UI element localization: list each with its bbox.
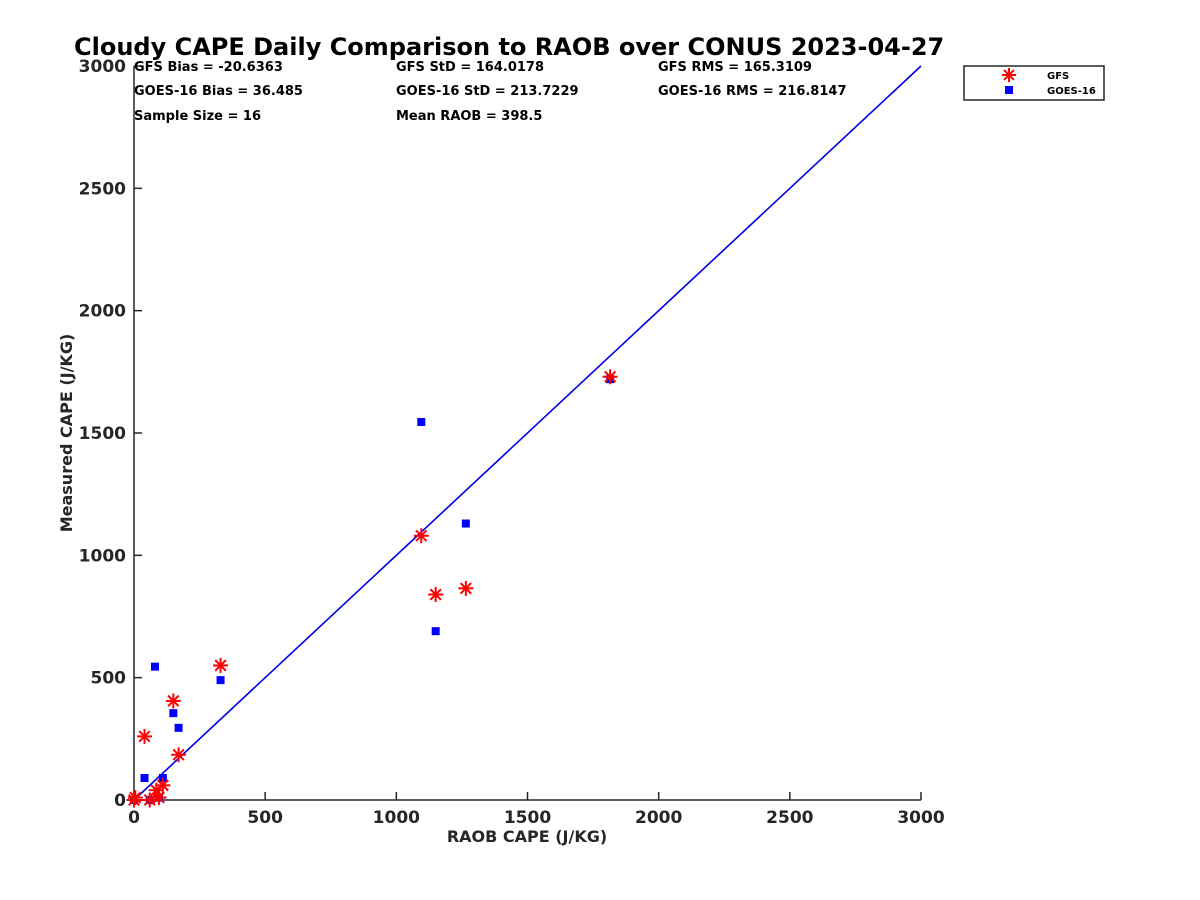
goes16-point — [140, 773, 149, 782]
legend-box — [963, 65, 1105, 101]
gfs-point — [151, 790, 167, 806]
one-to-one-line — [133, 65, 922, 801]
stat-goes-std: GOES-16 StD = 213.7229 — [396, 84, 579, 99]
y-tick-label: 2500 — [79, 179, 126, 199]
stat-gfs-rms: GFS RMS = 165.3109 — [658, 60, 812, 75]
y-tick-label: 0 — [114, 791, 126, 811]
legend: GFS GOES-16 — [963, 65, 1105, 101]
goes16-point — [461, 519, 470, 528]
y-tick-label: 3000 — [79, 57, 126, 77]
x-tick-label: 2500 — [766, 808, 813, 828]
legend-goes-marker — [1005, 86, 1013, 94]
goes16-point — [150, 662, 159, 671]
stat-sample-size: Sample Size = 16 — [134, 109, 261, 124]
gfs-point — [142, 792, 158, 808]
stats-panel: GFS Bias = -20.6363 GFS StD = 164.0178 G… — [134, 60, 847, 124]
legend-gfs-marker — [1002, 68, 1016, 82]
legend-gfs-asterisk — [1002, 68, 1016, 82]
stat-mean-raob: Mean RAOB = 398.5 — [396, 109, 542, 124]
gfs-point — [171, 747, 187, 763]
stat-goes-rms: GOES-16 RMS = 216.8147 — [658, 84, 847, 99]
gfs-point — [155, 777, 171, 793]
x-tick-label: 3000 — [897, 808, 944, 828]
y-tick-label: 2000 — [79, 302, 126, 322]
x-axis-label: RAOB CAPE (J/KG) — [447, 827, 607, 846]
x-tick-label: 1000 — [373, 808, 420, 828]
y-tick-label: 500 — [91, 669, 127, 689]
goes16-point — [174, 723, 183, 732]
y-axis-label: Measured CAPE (J/KG) — [57, 334, 76, 533]
stat-gfs-bias: GFS Bias = -20.6363 — [134, 60, 283, 75]
stat-goes-bias: GOES-16 Bias = 36.485 — [134, 84, 303, 99]
gfs-point — [458, 580, 474, 596]
x-tick-label: 0 — [128, 808, 140, 828]
goes16-point — [216, 676, 225, 685]
y-tick-label: 1000 — [79, 546, 126, 566]
chart-title: Cloudy CAPE Daily Comparison to RAOB ove… — [74, 33, 944, 61]
stat-gfs-std: GFS StD = 164.0178 — [396, 60, 544, 75]
goes16-point — [417, 417, 426, 426]
gfs-point — [136, 728, 152, 744]
gfs-point — [413, 528, 429, 544]
axis-ticks: 0 500 1000 1500 2000 2500 3000 0 500 1000 1500 2000… — [79, 57, 945, 828]
goes16-point — [431, 627, 440, 636]
legend-goes-label: GOES-16 — [1047, 86, 1096, 97]
gfs-point — [165, 693, 181, 709]
goes16-point — [169, 709, 178, 718]
reference-line-group — [133, 65, 922, 801]
y-tick-label: 1500 — [79, 424, 126, 444]
x-tick-label: 2000 — [635, 808, 682, 828]
gfs-point — [213, 657, 229, 673]
data-marks — [126, 369, 618, 808]
legend-gfs-label: GFS — [1047, 71, 1069, 82]
gfs-point — [602, 369, 618, 385]
x-tick-label: 500 — [247, 808, 283, 828]
gfs-point — [428, 586, 444, 602]
plot-area: 0 500 1000 1500 2000 2500 3000 0 500 1000 1500 2000… — [79, 57, 945, 828]
gfs-point — [127, 790, 143, 806]
x-tick-label: 1500 — [504, 808, 551, 828]
